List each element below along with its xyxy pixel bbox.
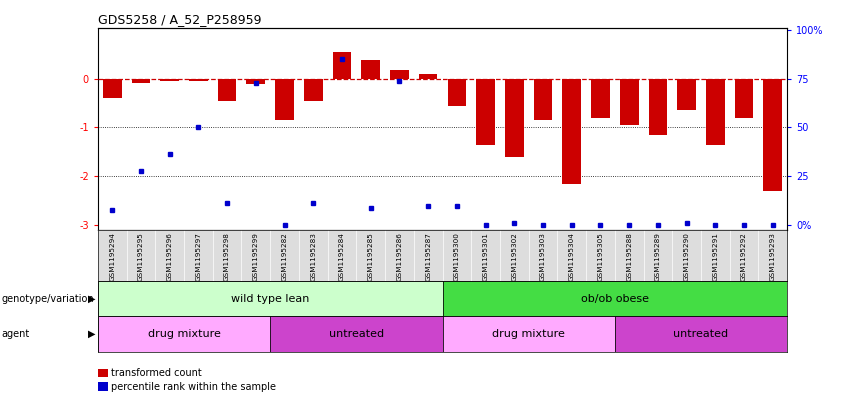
Text: transformed count: transformed count xyxy=(111,368,202,378)
Text: GSM1195287: GSM1195287 xyxy=(426,232,431,281)
Text: GSM1195305: GSM1195305 xyxy=(597,232,603,281)
Text: GSM1195286: GSM1195286 xyxy=(397,232,403,281)
Text: untreated: untreated xyxy=(328,329,384,339)
Text: GSM1195298: GSM1195298 xyxy=(224,232,230,281)
Text: untreated: untreated xyxy=(673,329,728,339)
Text: GSM1195299: GSM1195299 xyxy=(253,232,259,281)
Text: GSM1195288: GSM1195288 xyxy=(626,232,632,281)
Text: GSM1195303: GSM1195303 xyxy=(540,232,546,281)
Bar xyxy=(648,79,667,135)
Bar xyxy=(304,79,323,101)
Bar xyxy=(419,74,437,79)
Bar xyxy=(275,79,294,120)
Text: agent: agent xyxy=(2,329,30,339)
Text: GSM1195302: GSM1195302 xyxy=(511,232,517,281)
Text: GDS5258 / A_52_P258959: GDS5258 / A_52_P258959 xyxy=(98,13,261,26)
Text: GSM1195297: GSM1195297 xyxy=(196,232,202,281)
Text: GSM1195295: GSM1195295 xyxy=(138,232,144,281)
Bar xyxy=(734,79,753,118)
Bar xyxy=(448,79,466,106)
Bar xyxy=(563,79,581,184)
Bar xyxy=(218,79,237,101)
Bar xyxy=(505,79,523,157)
Bar xyxy=(362,60,380,79)
Bar xyxy=(591,79,610,118)
Text: percentile rank within the sample: percentile rank within the sample xyxy=(111,382,276,392)
Text: drug mixture: drug mixture xyxy=(147,329,220,339)
Text: GSM1195301: GSM1195301 xyxy=(483,232,488,281)
Text: ob/ob obese: ob/ob obese xyxy=(581,294,648,304)
Text: GSM1195293: GSM1195293 xyxy=(770,232,776,281)
Bar xyxy=(132,79,151,83)
Bar xyxy=(247,79,266,84)
Text: ▶: ▶ xyxy=(88,329,95,339)
Text: GSM1195304: GSM1195304 xyxy=(568,232,574,281)
Bar xyxy=(189,79,208,81)
Bar xyxy=(620,79,638,125)
Text: ▶: ▶ xyxy=(88,294,95,304)
Bar xyxy=(614,316,787,352)
Text: GSM1195282: GSM1195282 xyxy=(282,232,288,281)
Bar xyxy=(477,79,495,145)
Text: GSM1195294: GSM1195294 xyxy=(109,232,115,281)
Text: genotype/variation: genotype/variation xyxy=(2,294,94,304)
Bar xyxy=(677,79,696,110)
Bar xyxy=(763,79,782,191)
Bar xyxy=(103,79,122,98)
Text: drug mixture: drug mixture xyxy=(492,329,565,339)
Bar xyxy=(98,281,443,316)
Bar xyxy=(98,316,271,352)
Bar xyxy=(390,70,408,79)
Text: GSM1195283: GSM1195283 xyxy=(311,232,317,281)
Text: GSM1195292: GSM1195292 xyxy=(741,232,747,281)
Text: GSM1195291: GSM1195291 xyxy=(712,232,718,281)
Bar xyxy=(333,52,351,79)
Bar xyxy=(271,316,443,352)
Text: GSM1195296: GSM1195296 xyxy=(167,232,173,281)
Text: GSM1195284: GSM1195284 xyxy=(339,232,345,281)
Bar xyxy=(534,79,552,120)
Text: GSM1195290: GSM1195290 xyxy=(683,232,689,281)
Text: GSM1195285: GSM1195285 xyxy=(368,232,374,281)
Text: GSM1195300: GSM1195300 xyxy=(454,232,460,281)
Bar xyxy=(706,79,725,145)
Bar xyxy=(443,316,614,352)
Bar xyxy=(443,281,787,316)
Text: GSM1195289: GSM1195289 xyxy=(655,232,661,281)
Text: wild type lean: wild type lean xyxy=(231,294,310,304)
Bar xyxy=(160,79,179,81)
